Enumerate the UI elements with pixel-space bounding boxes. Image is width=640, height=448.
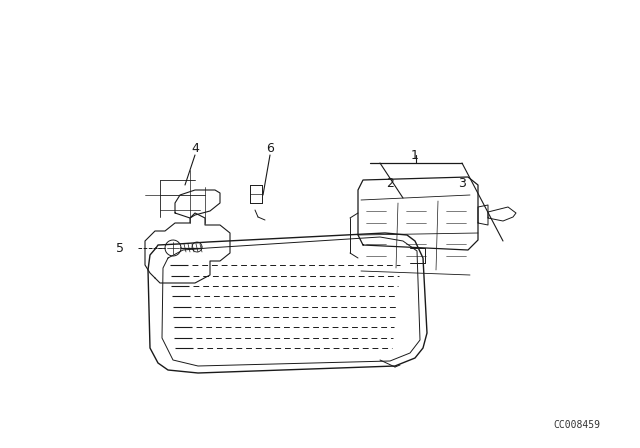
Text: CC008459: CC008459: [553, 420, 600, 430]
Text: 5: 5: [116, 241, 124, 254]
Text: 4: 4: [191, 142, 199, 155]
Text: 3: 3: [458, 177, 466, 190]
Text: 6: 6: [266, 142, 274, 155]
Text: 1: 1: [411, 148, 419, 161]
Text: 2: 2: [386, 177, 394, 190]
